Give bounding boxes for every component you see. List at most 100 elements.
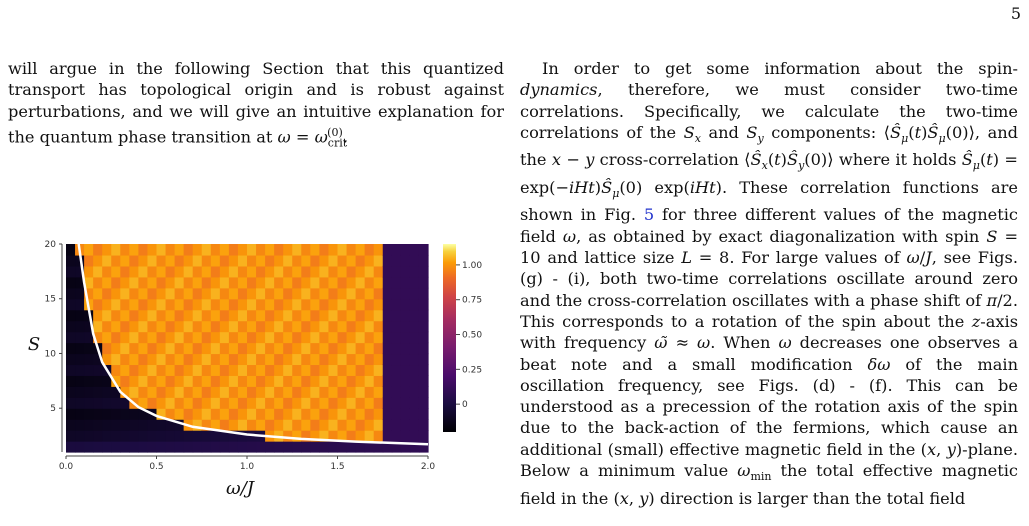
heatmap-cell: [75, 276, 85, 289]
heatmap-cell: [66, 353, 76, 366]
heatmap-cell: [409, 441, 420, 453]
heatmap-cell: [409, 397, 420, 409]
heatmap-cell: [364, 419, 375, 431]
heatmap-cell: [283, 353, 293, 366]
heatmap-cell: [237, 342, 248, 355]
heatmap-cell: [409, 364, 420, 376]
heatmap-cell: [237, 386, 248, 398]
heatmap-cell: [328, 441, 339, 453]
heatmap-cell: [418, 397, 429, 409]
heatmap-cell: [391, 320, 402, 333]
heatmap-cell: [355, 441, 366, 453]
heatmap-cell: [382, 265, 393, 278]
heatmap-cell: [301, 441, 311, 453]
heatmap-cell: [120, 309, 130, 322]
heatmap-cell: [319, 419, 330, 431]
heatmap-cell: [219, 320, 230, 333]
heatmap-cell: [283, 364, 293, 376]
y-tick-label: 15: [45, 295, 56, 305]
heatmap-cell: [346, 353, 357, 366]
heatmap-cell: [292, 244, 302, 256]
heatmap-cell: [219, 331, 230, 344]
heatmap-cell: [247, 287, 257, 300]
heatmap-cell: [265, 320, 275, 333]
heatmap-cell: [364, 298, 375, 311]
heatmap-cell: [391, 254, 402, 267]
heatmap-cell: [256, 287, 266, 300]
heatmap-cell: [346, 397, 357, 409]
heatmap-cell: [319, 397, 330, 409]
heatmap-cell: [174, 331, 185, 344]
heatmap-cell: [328, 287, 339, 300]
heatmap-cell: [201, 430, 212, 442]
heatmap-cell: [409, 276, 420, 289]
heatmap-cell: [337, 309, 348, 322]
heatmap-cell: [93, 353, 103, 366]
heatmap-cell: [156, 419, 167, 431]
heatmap-cell: [292, 441, 302, 453]
heatmap-cell: [129, 320, 139, 333]
heatmap-cell: [84, 254, 94, 267]
heatmap-cell: [66, 265, 76, 278]
heatmap-cell: [111, 320, 121, 333]
colorbar-tick-label: 0: [462, 400, 468, 410]
heatmap-cell: [237, 276, 248, 289]
heatmap-cell: [346, 342, 357, 355]
heatmap-cell: [400, 364, 411, 376]
heatmap-cell: [192, 276, 203, 289]
heatmap-cell: [84, 397, 94, 409]
heatmap-cell: [210, 386, 221, 398]
heatmap-cell: [156, 265, 167, 278]
heatmap-cell: [274, 276, 284, 289]
heatmap-cell: [319, 430, 330, 442]
heatmap-cell: [165, 287, 176, 300]
heatmap-cell: [283, 342, 293, 355]
heatmap-cell: [256, 265, 266, 278]
heatmap-cell: [183, 276, 194, 289]
heatmap-cell: [301, 375, 311, 387]
x-tick-label: 0.0: [59, 462, 74, 472]
left-paragraph: will argue in the following Section that…: [8, 59, 504, 150]
heatmap-cell: [364, 276, 375, 289]
heatmap-cell: [129, 408, 139, 420]
heatmap-cell: [382, 441, 393, 453]
heatmap-cell: [346, 298, 357, 311]
heatmap-cell: [93, 309, 103, 322]
heatmap-cell: [210, 320, 221, 333]
heatmap-cell: [237, 331, 248, 344]
heatmap-cell: [247, 375, 257, 387]
heatmap-cell: [93, 254, 103, 267]
heatmap-cell: [400, 265, 411, 278]
heatmap-cell: [66, 276, 76, 289]
heatmap-cell: [337, 441, 348, 453]
heatmap-cell: [183, 430, 194, 442]
heatmap-cell: [409, 320, 420, 333]
heatmap-cell: [373, 342, 384, 355]
heatmap-cell: [165, 408, 176, 420]
heatmap-cell: [301, 265, 311, 278]
heatmap-cell: [274, 364, 284, 376]
left-column: will argue in the following Section that…: [8, 58, 504, 154]
heatmap-cell: [346, 408, 357, 420]
heatmap-cell: [156, 441, 167, 453]
heatmap-cell: [201, 265, 212, 278]
heatmap-cell: [400, 298, 411, 311]
heatmap-cell: [210, 309, 221, 322]
heatmap-cell: [219, 244, 230, 256]
heatmap-cell: [75, 309, 85, 322]
heatmap-cell: [256, 331, 266, 344]
heatmap-cell: [93, 419, 103, 431]
heatmap-cell: [228, 276, 239, 289]
heatmap-cell: [183, 331, 194, 344]
heatmap-cell: [382, 298, 393, 311]
heatmap-cell: [319, 244, 330, 256]
heatmap-cell: [129, 244, 139, 256]
heatmap-cell: [219, 375, 230, 387]
heatmap-cell: [219, 386, 230, 398]
heatmap-cell: [364, 244, 375, 256]
heatmap-cell: [292, 320, 302, 333]
heatmap-cell: [228, 430, 239, 442]
heatmap-cell: [156, 342, 167, 355]
heatmap-cell: [147, 287, 158, 300]
heatmap-cell: [337, 254, 348, 267]
